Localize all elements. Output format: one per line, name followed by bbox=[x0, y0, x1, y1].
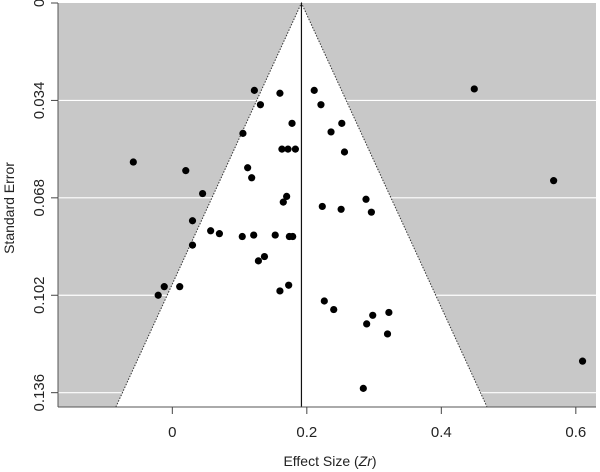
y-tick-label: 0.034 bbox=[31, 82, 48, 120]
data-point bbox=[250, 231, 258, 239]
data-point bbox=[369, 311, 377, 319]
x-axis-ticks: 0 0.2 0.4 0.6 bbox=[168, 407, 586, 441]
data-points bbox=[129, 85, 587, 392]
data-point bbox=[327, 128, 335, 136]
x-tick-label: 0.2 bbox=[296, 424, 317, 441]
data-point bbox=[284, 145, 292, 153]
x-tick-label: 0.4 bbox=[431, 424, 452, 441]
data-point bbox=[288, 119, 296, 127]
y-axis-ticks: 0 0.034 0.068 0.102 0.136 bbox=[31, 0, 58, 411]
data-point bbox=[337, 205, 345, 213]
x-tick-label: 0.6 bbox=[565, 424, 586, 441]
data-point bbox=[215, 230, 223, 238]
data-point bbox=[254, 257, 263, 265]
x-axis-title-italic: Zr bbox=[358, 453, 374, 469]
data-point bbox=[283, 192, 291, 201]
data-point bbox=[129, 158, 137, 166]
y-tick-label: 0.068 bbox=[31, 179, 48, 217]
data-point bbox=[330, 305, 338, 314]
data-point bbox=[363, 320, 371, 328]
data-point bbox=[340, 148, 349, 156]
data-point bbox=[198, 189, 207, 198]
data-point bbox=[383, 330, 392, 338]
data-point bbox=[278, 145, 286, 153]
data-point bbox=[188, 217, 197, 225]
data-point bbox=[188, 241, 197, 249]
y-axis-title: Standard Error bbox=[1, 162, 17, 254]
data-point bbox=[238, 232, 246, 241]
data-point bbox=[367, 208, 375, 216]
data-point bbox=[362, 195, 370, 203]
y-tick-label: 0.136 bbox=[31, 374, 48, 412]
data-point bbox=[385, 308, 393, 317]
data-point bbox=[160, 283, 168, 291]
data-point bbox=[244, 164, 252, 172]
data-point bbox=[260, 252, 269, 261]
data-point bbox=[182, 167, 190, 175]
data-point bbox=[550, 177, 558, 185]
data-point bbox=[248, 174, 256, 182]
data-point bbox=[338, 119, 346, 127]
data-point bbox=[320, 297, 328, 305]
data-point bbox=[276, 89, 284, 97]
data-point bbox=[578, 357, 587, 365]
data-point bbox=[359, 384, 367, 392]
data-point bbox=[271, 231, 279, 239]
data-point bbox=[291, 145, 299, 153]
data-point bbox=[279, 198, 287, 206]
data-point bbox=[310, 86, 318, 94]
x-axis-title: Effect Size (Zr) bbox=[283, 453, 376, 469]
data-point bbox=[250, 86, 258, 94]
data-point bbox=[176, 283, 184, 291]
data-point bbox=[289, 232, 297, 241]
x-axis-title-paren-open: ( bbox=[350, 453, 359, 469]
data-point bbox=[285, 281, 293, 289]
data-point bbox=[154, 291, 162, 299]
x-axis-title-text: Effect Size bbox=[283, 453, 350, 469]
data-point bbox=[470, 85, 478, 93]
x-axis-title-paren-close: ) bbox=[372, 453, 377, 469]
y-tick-label: 0 bbox=[31, 0, 48, 7]
x-tick-label: 0 bbox=[168, 424, 176, 441]
gridlines bbox=[58, 99, 596, 394]
y-tick-label: 0.102 bbox=[31, 276, 48, 314]
data-point bbox=[239, 129, 247, 137]
data-point bbox=[207, 227, 215, 235]
data-point bbox=[256, 101, 265, 109]
data-point bbox=[317, 101, 325, 109]
data-point bbox=[318, 202, 326, 211]
data-point bbox=[276, 287, 284, 295]
